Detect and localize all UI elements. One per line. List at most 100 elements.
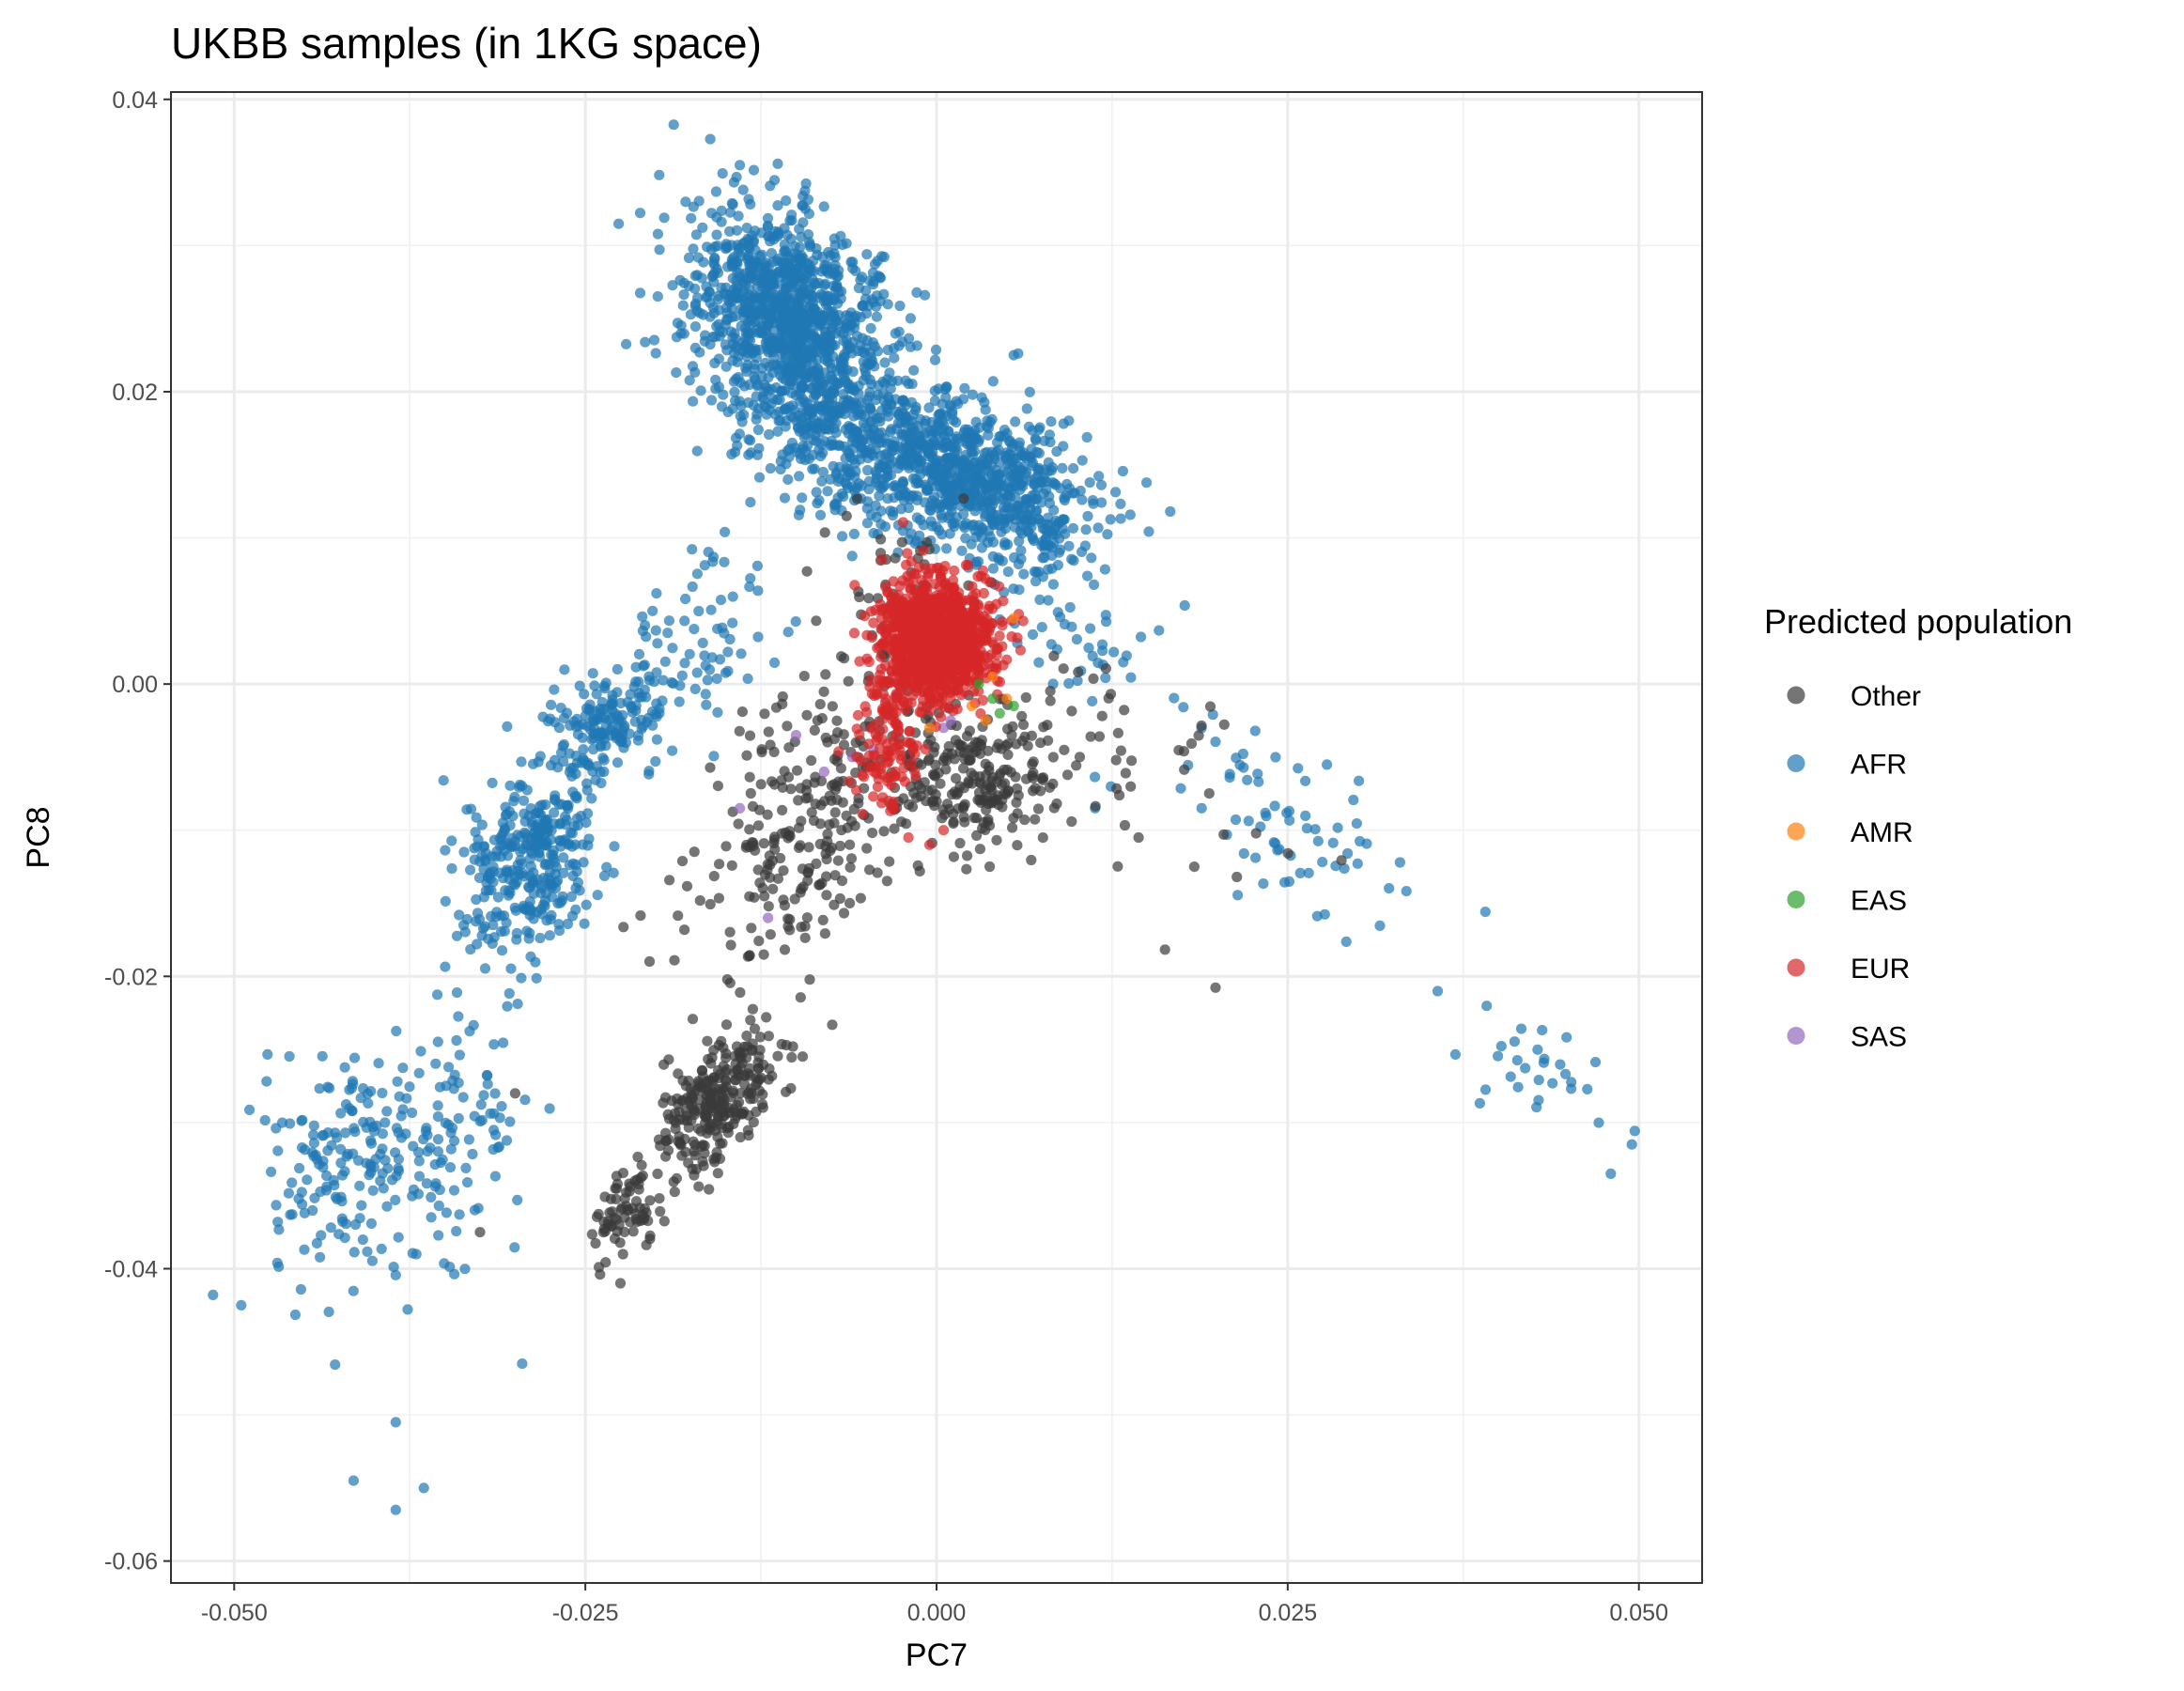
data-point-other [747, 1044, 758, 1055]
data-point-afr [451, 987, 463, 999]
data-point-afr [829, 252, 841, 263]
data-point-afr [744, 343, 755, 354]
data-point-other [844, 839, 856, 850]
data-point-afr [878, 288, 890, 300]
data-point-afr [759, 400, 770, 411]
data-point-other [843, 675, 854, 687]
data-point-afr [718, 389, 729, 400]
data-point-afr [933, 417, 944, 428]
data-point-other [1250, 828, 1262, 839]
data-point-eur [849, 580, 860, 591]
data-point-other [921, 796, 932, 807]
data-point-other [758, 838, 769, 849]
data-point-afr [528, 758, 539, 769]
data-point-afr [598, 870, 611, 882]
data-point-other [740, 842, 751, 853]
data-point-afr [348, 1148, 359, 1159]
data-point-afr [863, 484, 875, 495]
data-point-afr [892, 375, 904, 386]
data-point-afr [552, 898, 564, 909]
data-point-afr [959, 424, 971, 435]
data-point-afr [951, 431, 962, 442]
data-point-afr [407, 1107, 418, 1119]
data-point-afr [448, 1083, 459, 1094]
data-point-afr [454, 1049, 465, 1061]
data-point-afr [609, 841, 620, 852]
data-point-afr [451, 1226, 462, 1237]
data-point-afr [833, 440, 845, 451]
data-point-other [720, 1019, 733, 1031]
data-point-afr [708, 276, 720, 287]
data-point-afr [781, 195, 792, 207]
data-point-afr [878, 458, 890, 469]
data-point-afr [563, 799, 574, 811]
data-point-afr [651, 588, 662, 599]
data-point-afr [458, 846, 470, 858]
data-point-afr [864, 386, 875, 397]
data-point-afr [654, 703, 665, 715]
data-point-afr [1046, 639, 1057, 650]
data-point-other [713, 892, 725, 904]
data-point-afr [388, 1262, 399, 1273]
data-point-afr [1061, 490, 1072, 502]
data-point-other [755, 1072, 767, 1084]
data-point-afr [762, 212, 774, 224]
chart-title: UKBB samples (in 1KG space) [171, 19, 762, 68]
data-point-afr [1030, 566, 1042, 578]
data-point-afr [772, 426, 783, 437]
data-point-other [635, 910, 646, 922]
data-point-afr [308, 1150, 319, 1162]
data-point-afr [882, 403, 893, 414]
data-point-other [718, 1061, 729, 1072]
data-point-afr [317, 1130, 328, 1141]
data-point-other [599, 1191, 611, 1202]
data-point-afr [986, 446, 998, 458]
data-point-afr [553, 919, 565, 930]
data-point-afr [517, 858, 528, 870]
data-point-afr [727, 617, 738, 628]
data-point-afr [780, 375, 791, 386]
data-point-afr [284, 1050, 295, 1063]
data-point-eur [902, 548, 913, 559]
data-point-other [1179, 764, 1190, 775]
data-point-afr [1099, 564, 1110, 575]
data-point-afr [502, 721, 513, 733]
data-point-afr [797, 299, 808, 310]
data-point-afr [1141, 477, 1153, 489]
data-point-afr [1054, 533, 1065, 544]
data-point-other [763, 1031, 775, 1042]
data-point-afr [1300, 810, 1311, 822]
data-point-afr [1515, 1023, 1527, 1034]
data-point-afr [612, 757, 624, 768]
data-point-afr [1505, 1071, 1516, 1082]
data-point-afr [654, 244, 665, 256]
data-point-afr [743, 303, 755, 314]
data-point-afr [937, 464, 949, 475]
data-point-afr [893, 340, 905, 351]
data-point-afr [843, 395, 854, 406]
data-point-other [660, 1127, 672, 1139]
data-point-other [1188, 861, 1200, 873]
data-point-afr [684, 648, 695, 659]
data-point-afr [534, 932, 546, 944]
data-point-other [731, 1041, 743, 1052]
data-point-afr [811, 366, 822, 378]
data-point-afr [767, 394, 779, 405]
data-point-afr [849, 472, 860, 483]
data-point-other [841, 510, 852, 521]
data-point-afr [1124, 509, 1136, 520]
data-point-afr [449, 1135, 460, 1146]
data-point-other [800, 785, 813, 797]
data-point-other [911, 792, 922, 803]
data-point-afr [832, 475, 844, 488]
data-point-other [705, 898, 716, 910]
data-point-afr [753, 442, 765, 454]
data-point-afr [817, 414, 829, 426]
data-point-other [701, 1112, 712, 1124]
data-point-afr [929, 396, 941, 407]
data-point-other [1017, 719, 1030, 731]
data-point-other [819, 928, 831, 939]
data-point-afr [496, 945, 508, 956]
data-point-afr [855, 404, 866, 415]
data-point-other [1088, 673, 1099, 685]
